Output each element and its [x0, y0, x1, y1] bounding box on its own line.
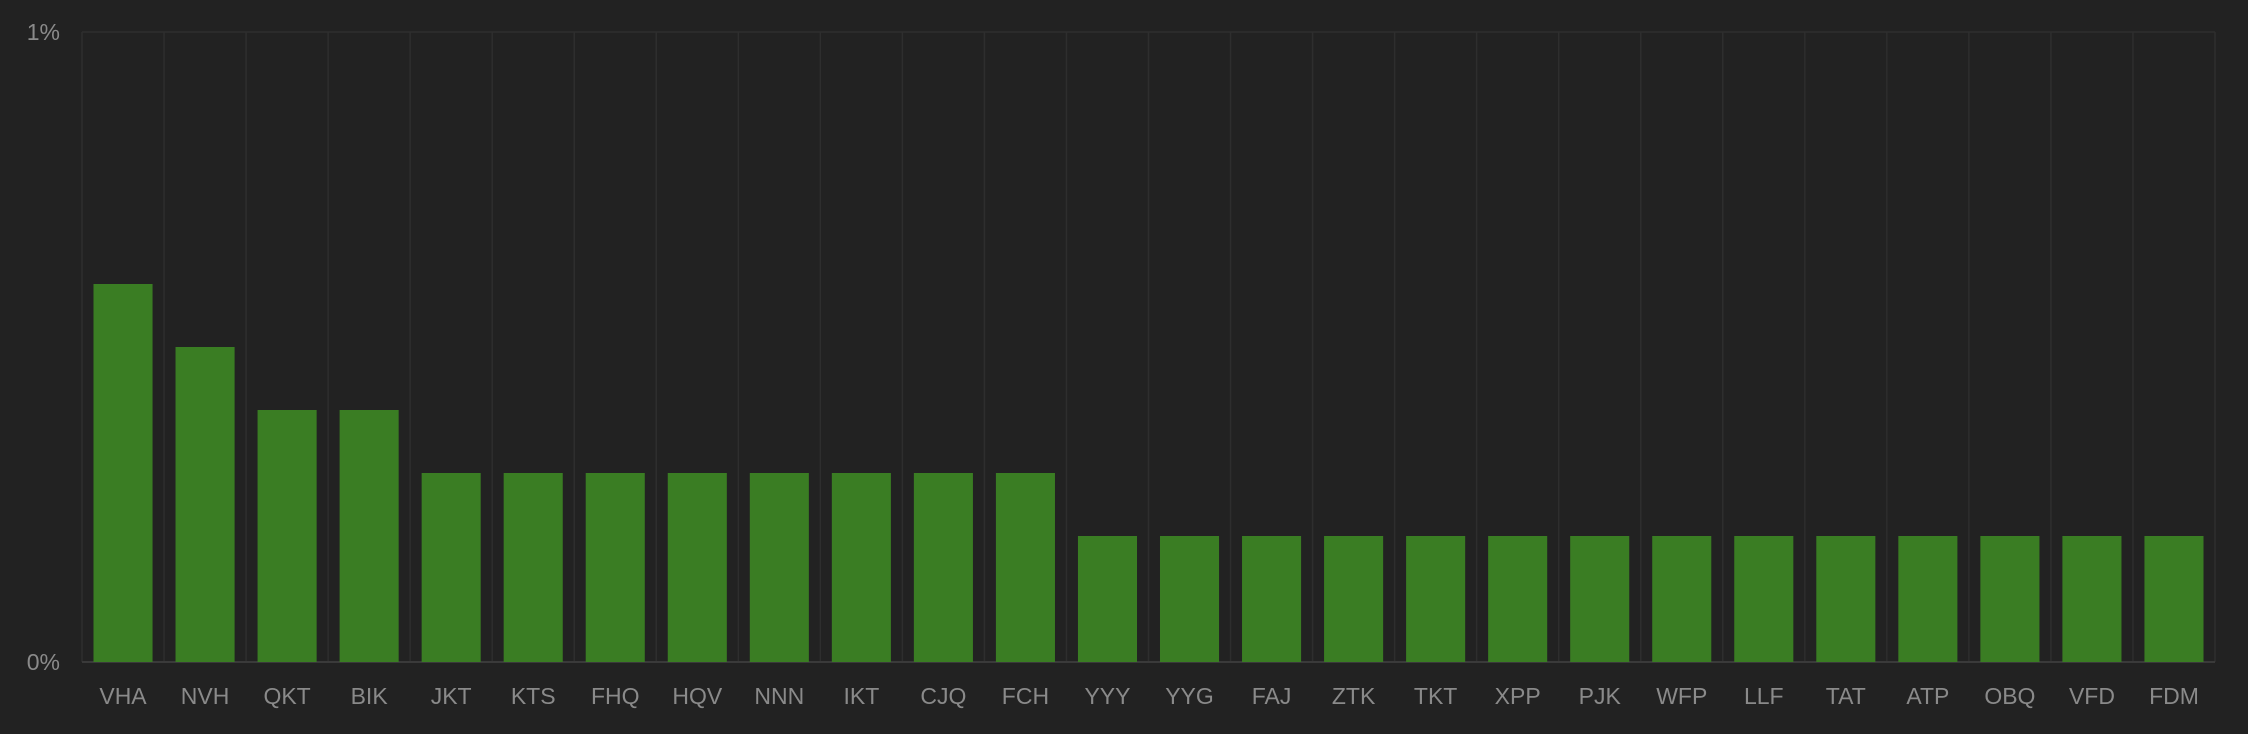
x-tick-label: OBQ: [1984, 683, 2035, 709]
x-tick-label: ATP: [1906, 683, 1949, 709]
grid-lines: [81, 31, 2216, 663]
bar-cjq[interactable]: [913, 473, 973, 662]
x-tick-label: HQV: [672, 683, 723, 709]
x-tick-label: NNN: [754, 683, 804, 709]
bar-yyg[interactable]: [1159, 536, 1220, 662]
x-tick-label: PJK: [1579, 683, 1622, 709]
bar-ztk[interactable]: [1324, 536, 1384, 662]
x-tick-label: XPP: [1495, 683, 1541, 709]
bar-faj[interactable]: [1242, 536, 1302, 662]
bar-hqv[interactable]: [667, 473, 727, 662]
bars: [93, 284, 2204, 662]
x-tick-label: FDM: [2149, 683, 2199, 709]
bar-kts[interactable]: [503, 473, 563, 662]
x-tick-label: TAT: [1826, 683, 1866, 709]
x-tick-label: YYG: [1165, 683, 1214, 709]
bar-vfd[interactable]: [2062, 536, 2122, 662]
bar-nnn[interactable]: [749, 473, 809, 662]
x-tick-label: BIK: [351, 683, 389, 709]
bar-jkt[interactable]: [421, 473, 481, 662]
bar-tkt[interactable]: [1406, 536, 1466, 662]
x-axis: VHA NVH QKT BIK JKT KTS FHQ HQV NNN IKT CJQ FCH YYY Y…: [99, 683, 2199, 709]
bar-yyy[interactable]: [1077, 536, 1138, 662]
x-tick-label: YYY: [1084, 683, 1130, 709]
bar-ikt[interactable]: [831, 473, 891, 662]
bar-vha[interactable]: [93, 284, 153, 662]
y-tick-label: 1%: [27, 19, 60, 45]
x-tick-label: LLF: [1744, 683, 1784, 709]
bar-atp[interactable]: [1898, 536, 1958, 662]
x-tick-label: KTS: [511, 683, 556, 709]
bar-bik[interactable]: [339, 410, 399, 662]
bar-fhq[interactable]: [585, 473, 645, 662]
bar-nvh[interactable]: [175, 347, 235, 662]
x-tick-label: IKT: [843, 683, 879, 709]
y-tick-label: 0%: [27, 649, 60, 675]
bar-fch[interactable]: [995, 473, 1055, 662]
bar-tat[interactable]: [1816, 536, 1876, 662]
x-tick-label: QKT: [263, 683, 310, 709]
x-tick-label: JKT: [431, 683, 472, 709]
bar-obq[interactable]: [1980, 536, 2040, 662]
x-tick-label: WFP: [1656, 683, 1707, 709]
bar-wfp[interactable]: [1652, 536, 1712, 662]
bar-llf[interactable]: [1734, 536, 1794, 662]
x-tick-label: FHQ: [591, 683, 640, 709]
x-tick-label: TKT: [1414, 683, 1457, 709]
x-tick-label: CJQ: [920, 683, 966, 709]
bar-xpp[interactable]: [1488, 536, 1548, 662]
bar-fdm[interactable]: [2144, 536, 2204, 662]
x-tick-label: ZTK: [1332, 683, 1376, 709]
x-tick-label: VFD: [2069, 683, 2115, 709]
bar-pjk[interactable]: [1570, 536, 1630, 662]
bar-qkt[interactable]: [257, 410, 317, 662]
y-axis: 0% 1%: [27, 19, 60, 675]
x-tick-label: FAJ: [1252, 683, 1292, 709]
x-tick-label: VHA: [99, 683, 147, 709]
x-tick-label: FCH: [1002, 683, 1049, 709]
x-tick-label: NVH: [181, 683, 230, 709]
